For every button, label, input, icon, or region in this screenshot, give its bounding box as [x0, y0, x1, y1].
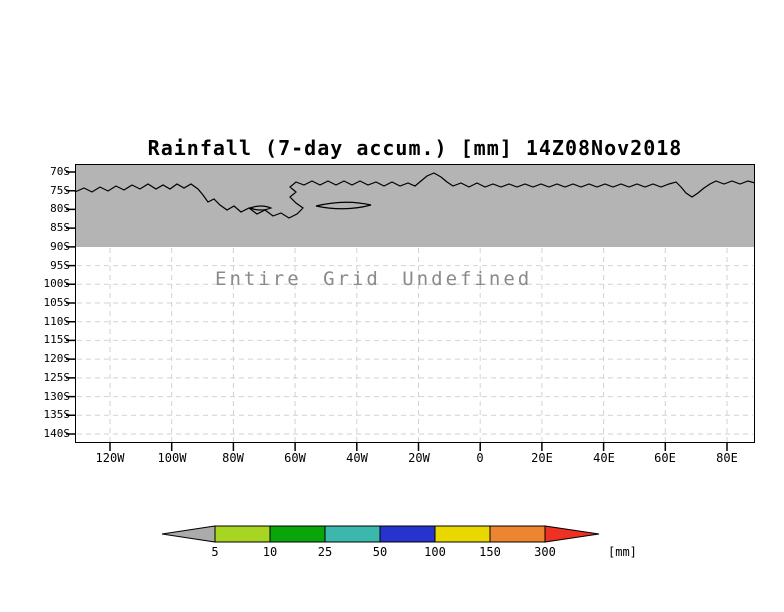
y-axis-label: 120S	[43, 352, 71, 365]
colorbar-tick-label: 150	[479, 545, 501, 559]
colorbar-segment	[324, 525, 381, 543]
y-axis-label: 135S	[43, 408, 71, 421]
colorbar-unit-label: [mm]	[608, 545, 637, 559]
colorbar: 5 10 25 50 100 150 300 [mm]	[161, 525, 637, 559]
colorbar-tick-label: 50	[373, 545, 387, 559]
x-axis-label: 80E	[716, 451, 738, 465]
colorbar-segment	[379, 525, 436, 543]
colorbar-segment	[434, 525, 491, 543]
y-axis-label: 70S	[50, 165, 70, 178]
y-axis-label: 80S	[50, 202, 70, 215]
x-axis-label: 20E	[531, 451, 553, 465]
y-axis-label: 140S	[43, 427, 71, 440]
colorbar-tick-label: 10	[263, 545, 277, 559]
y-axis-label: 125S	[43, 371, 71, 384]
x-axis-label: 20W	[408, 451, 430, 465]
y-axis-label: 75S	[50, 184, 70, 197]
undefined-grid-annotation: Entire Grid Undefined	[215, 268, 533, 290]
colorbar-tick-label: 100	[424, 545, 446, 559]
plot-border	[75, 164, 755, 443]
colorbar-segment	[489, 525, 546, 543]
x-axis-label: 120W	[95, 451, 125, 465]
chart-title: Rainfall (7-day accum.) [mm] 14Z08Nov201…	[147, 136, 683, 160]
x-axis-label: 100W	[157, 451, 187, 465]
y-axis-label: 130S	[43, 390, 71, 403]
x-axis-label: 40W	[346, 451, 368, 465]
colorbar-tick-label: 5	[211, 545, 218, 559]
y-axis-label: 100S	[43, 277, 71, 290]
colorbar-segment	[214, 525, 271, 543]
colorbar-tick-label: 25	[318, 545, 332, 559]
colorbar-segment	[269, 525, 326, 543]
colorbar-arrow-right	[544, 525, 600, 543]
y-axis-label: 85S	[50, 221, 70, 234]
x-axis-label: 40E	[593, 451, 615, 465]
colorbar-arrow-left	[161, 525, 216, 543]
x-axis-label: 60E	[654, 451, 676, 465]
x-axis-ticks	[109, 443, 728, 451]
y-axis-label: 115S	[43, 333, 71, 346]
y-axis-label: 105S	[43, 296, 71, 309]
y-axis-label: 110S	[43, 315, 71, 328]
x-axis-label: 0	[476, 451, 484, 465]
x-axis-label: 60W	[284, 451, 306, 465]
y-axis-label: 90S	[50, 240, 70, 253]
y-axis-label: 95S	[50, 259, 70, 272]
x-axis-label: 80W	[222, 451, 244, 465]
colorbar-tick-label: 300	[534, 545, 556, 559]
